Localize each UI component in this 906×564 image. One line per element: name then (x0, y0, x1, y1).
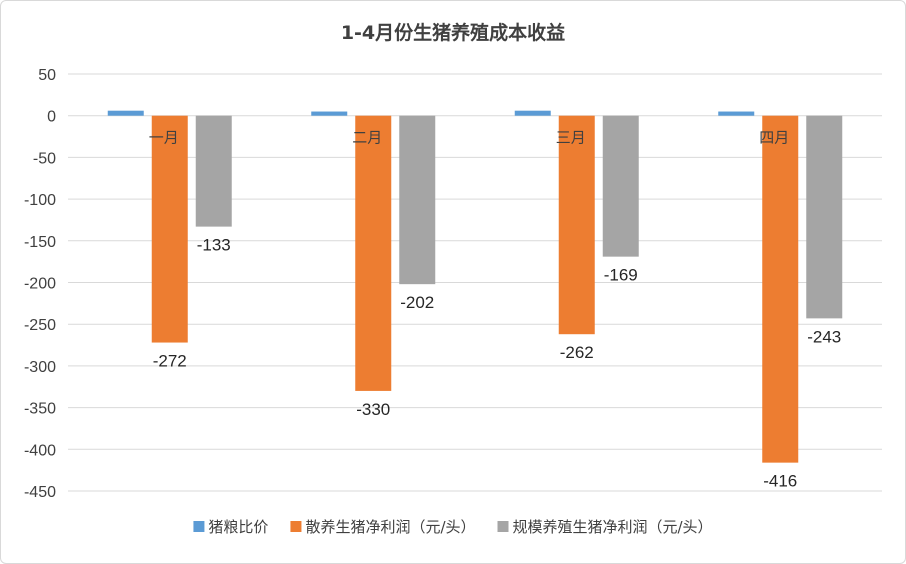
legend-label: 散养生猪净利润（元/头） (305, 518, 475, 536)
bar-series-1-cat-0 (151, 115, 188, 343)
legend-item-2: 规模养殖生猪净利润（元/头） (497, 518, 713, 536)
bar-series-0-cat-2 (514, 110, 551, 116)
legend-label: 猪粮比价 (208, 518, 268, 536)
bars (107, 110, 843, 463)
data-label: -133 (197, 236, 231, 255)
bar-series-1-cat-2 (558, 115, 595, 335)
data-label: -169 (604, 266, 638, 285)
category-label: 三月 (556, 129, 586, 147)
y-tick-label: 50 (38, 67, 56, 84)
bar-series-2-cat-2 (602, 115, 639, 257)
category-labels: 一月 二月 三月 四月 (149, 129, 790, 147)
legend-swatch (497, 521, 509, 532)
data-label: -416 (763, 472, 797, 491)
y-tick-label: -100 (24, 192, 56, 209)
y-tick-label: -250 (24, 317, 56, 334)
bar-series-0-cat-0 (107, 110, 144, 116)
legend: 猪粮比价 散养生猪净利润（元/头） 规模养殖生猪净利润（元/头） (193, 518, 713, 536)
legend-swatch (193, 521, 205, 532)
legend-item-0: 猪粮比价 (193, 518, 268, 536)
y-tick-label: -300 (24, 359, 56, 376)
legend-item-1: 散养生猪净利润（元/头） (290, 518, 476, 536)
data-labels: -272 -133 -330 -202 -262 -169 -416 -243 (153, 236, 842, 491)
y-tick-label: -150 (24, 234, 56, 251)
data-label: -262 (560, 343, 594, 362)
bar-series-0-cat-1 (311, 111, 348, 116)
bar-series-2-cat-0 (195, 115, 232, 227)
bar-series-0-cat-3 (718, 111, 755, 116)
data-label: -202 (400, 293, 434, 312)
y-tick-label: -450 (24, 484, 56, 501)
bar-series-2-cat-1 (399, 115, 436, 285)
bar-series-1-cat-1 (355, 115, 392, 391)
data-label: -243 (807, 327, 841, 346)
legend-swatch (290, 521, 302, 532)
bar-series-1-cat-3 (762, 115, 799, 463)
y-tick-label: -350 (24, 401, 56, 418)
legend-label: 规模养殖生猪净利润（元/头） (513, 518, 713, 536)
chart-title: 1-4月份生猪养殖成本收益 (341, 21, 565, 44)
bar-series-2-cat-3 (806, 115, 843, 319)
category-label: 四月 (759, 129, 789, 147)
data-label: -272 (153, 352, 187, 371)
y-tick-label: -400 (24, 442, 56, 459)
y-tick-label: -200 (24, 276, 56, 293)
y-tick-label: 0 (47, 109, 56, 126)
y-axis-ticks: 50 0 -50 -100 -150 -200 -250 -300 -350 -400 -450 (24, 67, 56, 501)
y-tick-label: -50 (33, 150, 56, 167)
data-label: -330 (356, 400, 390, 419)
category-label: 一月 (149, 129, 179, 147)
category-label: 二月 (352, 129, 382, 147)
